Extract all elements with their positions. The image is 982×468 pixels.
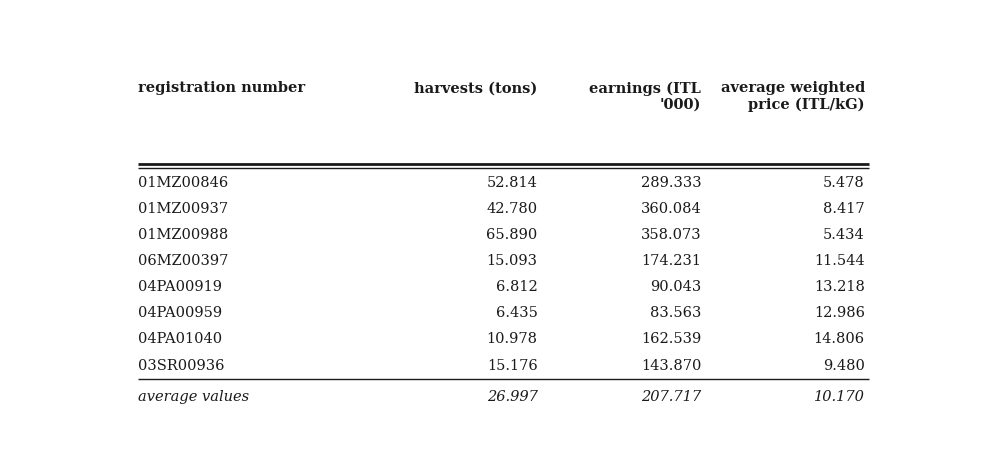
Text: 5.434: 5.434 [823, 228, 865, 242]
Text: 15.176: 15.176 [487, 358, 537, 373]
Text: 52.814: 52.814 [487, 176, 537, 190]
Text: 358.073: 358.073 [640, 228, 701, 242]
Text: 10.978: 10.978 [486, 332, 537, 346]
Text: 10.170: 10.170 [814, 390, 865, 404]
Text: 15.093: 15.093 [486, 254, 537, 268]
Text: 11.544: 11.544 [814, 254, 865, 268]
Text: 26.997: 26.997 [487, 390, 537, 404]
Text: 8.417: 8.417 [823, 202, 865, 216]
Text: 01MZ00846: 01MZ00846 [137, 176, 228, 190]
Text: 9.480: 9.480 [823, 358, 865, 373]
Text: 65.890: 65.890 [486, 228, 537, 242]
Text: 162.539: 162.539 [641, 332, 701, 346]
Text: 207.717: 207.717 [641, 390, 701, 404]
Text: 14.806: 14.806 [814, 332, 865, 346]
Text: registration number: registration number [137, 81, 305, 95]
Text: 5.478: 5.478 [823, 176, 865, 190]
Text: 06MZ00397: 06MZ00397 [137, 254, 229, 268]
Text: 174.231: 174.231 [641, 254, 701, 268]
Text: harvests (tons): harvests (tons) [414, 81, 537, 95]
Text: 01MZ00988: 01MZ00988 [137, 228, 228, 242]
Text: average values: average values [137, 390, 249, 404]
Text: 04PA00919: 04PA00919 [137, 280, 222, 294]
Text: 6.812: 6.812 [496, 280, 537, 294]
Text: 289.333: 289.333 [640, 176, 701, 190]
Text: 03SR00936: 03SR00936 [137, 358, 225, 373]
Text: 360.084: 360.084 [640, 202, 701, 216]
Text: 01MZ00937: 01MZ00937 [137, 202, 228, 216]
Text: earnings (ITL
'000): earnings (ITL '000) [589, 81, 701, 112]
Text: 04PA00959: 04PA00959 [137, 307, 222, 321]
Text: average weighted
price (ITL/kG): average weighted price (ITL/kG) [721, 81, 865, 112]
Text: 143.870: 143.870 [641, 358, 701, 373]
Text: 04PA01040: 04PA01040 [137, 332, 222, 346]
Text: 90.043: 90.043 [650, 280, 701, 294]
Text: 13.218: 13.218 [814, 280, 865, 294]
Text: 6.435: 6.435 [496, 307, 537, 321]
Text: 12.986: 12.986 [814, 307, 865, 321]
Text: 42.780: 42.780 [486, 202, 537, 216]
Text: 83.563: 83.563 [650, 307, 701, 321]
